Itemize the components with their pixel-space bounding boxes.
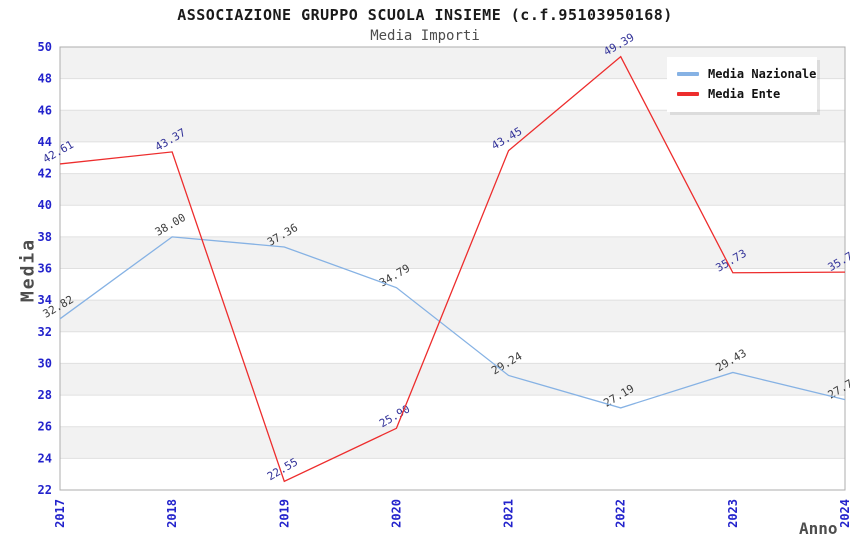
x-tick-label: 2020: [389, 499, 403, 528]
series-line-media-nazionale: [59, 236, 846, 409]
series-line-media-ente: [59, 55, 846, 483]
plot-border: [59, 46, 846, 491]
y-tick-label: 50: [38, 40, 52, 54]
y-tick-label: 26: [38, 420, 52, 434]
x-tick-label: 2024: [838, 499, 850, 528]
legend-item-media-nazionale: Media Nazionale: [677, 64, 816, 84]
x-tick-label: 2023: [726, 499, 740, 528]
plot-band: [60, 236, 845, 269]
legend-swatch-media-ente: [677, 92, 699, 96]
chart-subtitle: Media Importi: [370, 28, 480, 44]
legend-label-media-nazionale: Media Nazionale: [708, 67, 817, 81]
y-tick-label: 46: [38, 103, 52, 117]
y-tick-label: 22: [38, 483, 52, 497]
y-tick-label: 28: [38, 388, 52, 402]
plot-band: [60, 110, 845, 142]
y-tick-label: 48: [38, 72, 52, 86]
y-tick-label: 32: [38, 325, 52, 339]
y-tick-label: 38: [38, 230, 52, 244]
legend: Media Nazionale Media Ente: [667, 57, 817, 112]
y-axis-title: Media: [17, 237, 39, 303]
x-tick-label: 2018: [165, 499, 179, 528]
y-tick-label: 30: [38, 356, 52, 370]
plot-band: [60, 173, 845, 206]
y-tick-label: 34: [38, 293, 52, 307]
y-tick-label: 24: [38, 451, 52, 465]
y-tick-label: 36: [38, 262, 52, 276]
legend-swatch-media-nazionale: [677, 72, 699, 76]
y-tick-label: 42: [38, 167, 52, 181]
y-tick-label: 40: [38, 198, 52, 212]
x-tick-label: 2022: [614, 499, 628, 528]
x-tick-label: 2017: [53, 499, 67, 528]
plot-band: [60, 300, 845, 332]
chart-title: ASSOCIAZIONE GRUPPO SCUOLA INSIEME (c.f.…: [177, 6, 673, 24]
x-tick-label: 2021: [502, 499, 516, 528]
plot-band: [60, 363, 845, 396]
plot-band: [60, 426, 845, 459]
x-axis-title: Anno: [799, 519, 838, 538]
legend-label-media-ente: Media Ente: [708, 87, 781, 101]
y-tick-label: 44: [38, 135, 52, 149]
x-tick-label: 2019: [277, 499, 291, 528]
legend-item-media-ente: Media Ente: [677, 84, 807, 104]
